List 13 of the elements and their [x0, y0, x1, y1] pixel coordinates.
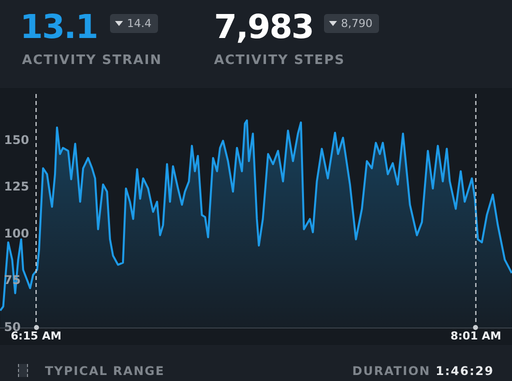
text: 13.1	[20, 6, 98, 48]
text: DURATION	[352, 364, 430, 378]
text: ACTIVITY STRAIN	[22, 53, 162, 68]
text: 1:46:29	[436, 364, 494, 378]
text: 14.4	[127, 17, 152, 30]
x-tick-label: 8:01 AM	[450, 329, 502, 342]
text: 8,790	[341, 17, 372, 30]
text: 7,983	[214, 6, 314, 48]
text: TYPICAL RANGE	[45, 364, 165, 378]
y-tick-label: 150	[4, 132, 30, 147]
text: ACTIVITY STEPS	[214, 53, 346, 68]
y-tick-label: 100	[4, 226, 30, 240]
y-tick-label: 125	[4, 180, 30, 194]
